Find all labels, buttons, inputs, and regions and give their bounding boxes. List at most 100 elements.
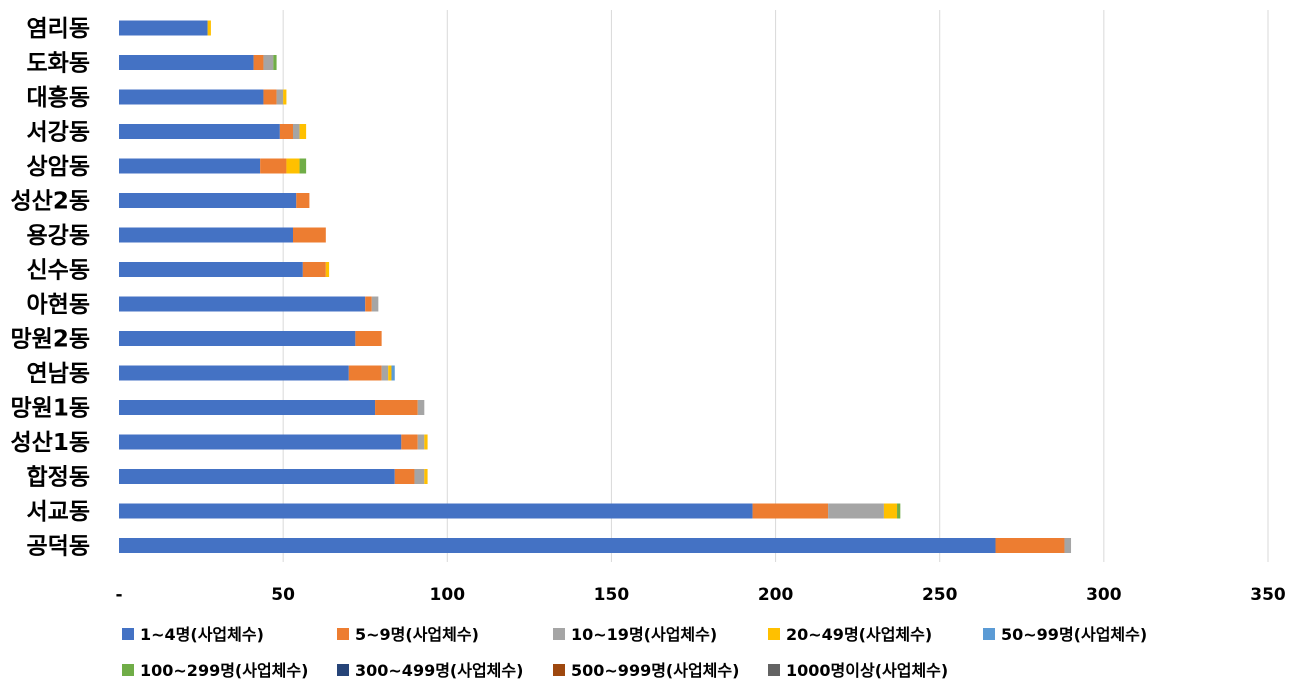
legend-label: 300~499명(사업체수)	[355, 661, 523, 680]
bar-segment	[119, 227, 293, 243]
bar-segment	[1064, 538, 1072, 553]
legend-swatch	[337, 628, 349, 640]
bar-segment	[119, 20, 208, 36]
category-label: 대흥동	[27, 85, 90, 111]
legend-swatch	[337, 664, 349, 676]
bar-segment	[253, 55, 264, 70]
bar-segment	[286, 158, 300, 174]
x-tick-label: 100	[430, 585, 466, 605]
x-tick-label: 250	[922, 585, 958, 605]
category-labels: 염리동도화동대흥동서강동상암동성산2동용강동신수동아현동망원2동연남동망원1동성…	[11, 16, 90, 560]
bar-segment	[119, 55, 254, 70]
x-tick-label: 150	[594, 585, 630, 605]
bar-segment	[119, 365, 349, 381]
legend-swatch	[768, 664, 780, 676]
bar-segment	[424, 469, 428, 484]
category-label: 성산2동	[11, 189, 90, 215]
bar-segment	[388, 365, 392, 381]
category-label: 공덕동	[27, 534, 90, 560]
legend-swatch	[122, 628, 134, 640]
bar-segment	[883, 503, 898, 519]
bar-segment	[263, 89, 277, 105]
bar-segment	[391, 365, 395, 381]
bar-segment	[119, 400, 376, 415]
bar-segment	[276, 89, 284, 105]
bar-segment	[325, 262, 330, 277]
bar-segment	[375, 400, 418, 415]
bar-segment	[119, 434, 402, 450]
bar-segment	[283, 89, 287, 105]
bar-segment	[119, 89, 264, 105]
category-label: 성산1동	[11, 430, 90, 456]
bar-segment	[752, 503, 829, 519]
bar-segment	[119, 503, 753, 519]
bar-segment	[401, 434, 418, 450]
x-tick-label: 300	[1086, 585, 1122, 605]
category-label: 서강동	[27, 120, 90, 146]
bar-segment	[897, 503, 901, 519]
category-label: 염리동	[27, 16, 90, 42]
bar-segment	[424, 434, 428, 450]
category-label: 아현동	[27, 292, 90, 318]
legend-label: 5~9명(사업체수)	[355, 625, 479, 644]
bar-segment	[273, 55, 277, 70]
bar-segment	[355, 331, 382, 346]
x-tick-label: 350	[1250, 585, 1286, 605]
bar-segment	[296, 193, 310, 208]
category-label: 망원2동	[11, 327, 90, 353]
bar-segment	[119, 262, 303, 277]
bar-segment	[299, 158, 307, 174]
legend-label: 500~999명(사업체수)	[571, 661, 739, 680]
legend-swatch	[122, 664, 134, 676]
bars	[119, 20, 1072, 553]
category-label: 연남동	[27, 361, 90, 387]
legend-label: 50~99명(사업체수)	[1001, 625, 1147, 644]
bar-segment	[119, 158, 261, 174]
category-label: 신수동	[27, 258, 90, 284]
bar-segment	[119, 538, 996, 553]
category-label: 상암동	[27, 154, 90, 180]
bar-segment	[995, 538, 1065, 553]
category-label: 망원1동	[11, 396, 90, 422]
bar-segment	[414, 469, 425, 484]
bar-segment	[119, 296, 366, 312]
bar-segment	[299, 124, 307, 139]
category-label: 도화동	[27, 51, 90, 77]
legend-label: 100~299명(사업체수)	[140, 661, 308, 680]
bar-segment	[365, 296, 372, 312]
category-label: 서교동	[27, 499, 90, 525]
legend-label: 1000명이상(사업체수)	[786, 661, 948, 680]
bar-segment	[417, 434, 425, 450]
legend-label: 10~19명(사업체수)	[571, 625, 717, 644]
bar-segment	[302, 262, 326, 277]
bar-segment	[119, 124, 280, 139]
legend-swatch	[768, 628, 780, 640]
bar-segment	[371, 296, 379, 312]
legend-swatch	[553, 628, 565, 640]
category-label: 용강동	[27, 223, 90, 249]
bar-segment	[348, 365, 382, 381]
bar-segment	[263, 55, 274, 70]
bar-segment	[119, 331, 356, 346]
x-tick-label: 50	[271, 585, 295, 605]
bar-segment	[394, 469, 415, 484]
gridlines	[282, 10, 1269, 562]
x-tick-label: 200	[758, 585, 794, 605]
bar-segment	[292, 227, 326, 243]
bar-segment	[417, 400, 425, 415]
legend-swatch	[983, 628, 995, 640]
bar-segment	[207, 20, 211, 36]
bar-segment	[292, 124, 300, 139]
x-tick-label: -	[115, 585, 122, 605]
legend-swatch	[553, 664, 565, 676]
bar-segment	[381, 365, 389, 381]
legend: 1~4명(사업체수) 5~9명(사업체수) 10~19명(사업체수) 20~49명(사…	[122, 625, 1147, 680]
bar-segment	[279, 124, 293, 139]
bar-segment	[828, 503, 884, 519]
bar-segment	[119, 193, 297, 208]
legend-label: 1~4명(사업체수)	[140, 625, 264, 644]
x-axis-tick-labels: - 50 100 150 200 250 300 350	[115, 585, 1285, 605]
bar-segment	[119, 469, 395, 484]
legend-label: 20~49명(사업체수)	[786, 625, 932, 644]
